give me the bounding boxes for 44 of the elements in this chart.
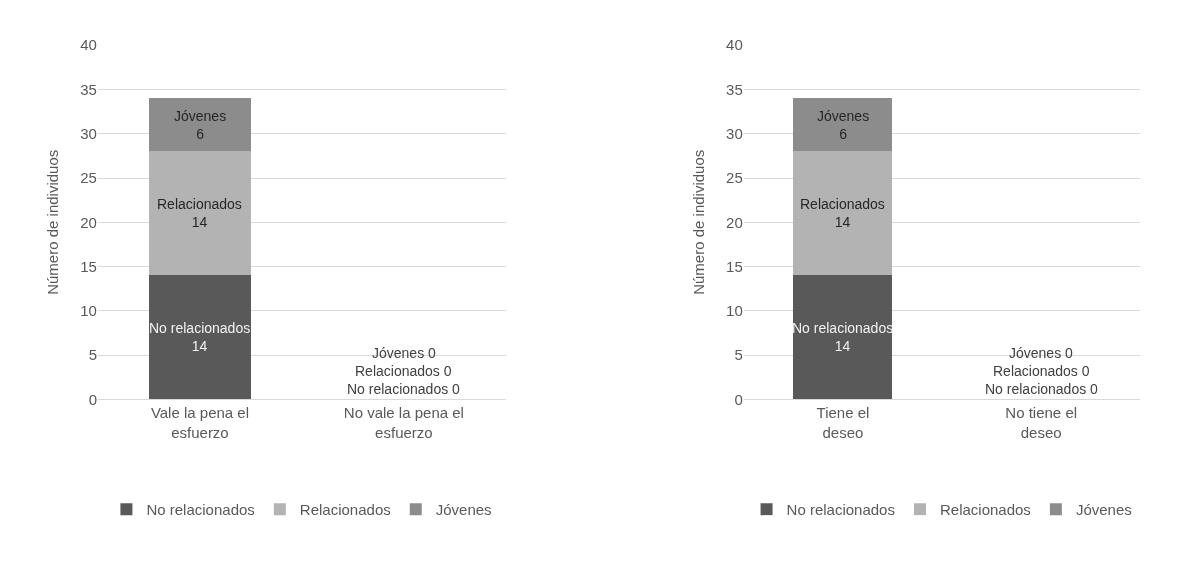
data-label: No relacionados 0 xyxy=(347,381,461,397)
x-tick-label: No vale la pena el esfuerzo xyxy=(343,404,464,441)
data-label: Jóvenes 6 xyxy=(174,108,227,143)
y-tick-label: 0 xyxy=(734,390,743,408)
data-label: No relacionados 14 xyxy=(149,320,251,355)
y-tick-label: 10 xyxy=(726,302,743,320)
y-tick-label: 20 xyxy=(726,213,743,231)
legend-label: No relacionados xyxy=(786,500,895,518)
legend-label: Relacionados xyxy=(299,500,391,518)
y-tick-label: 25 xyxy=(726,169,743,187)
y-tick-label: 25 xyxy=(80,169,97,187)
y-tick-label: 15 xyxy=(80,257,97,275)
data-label: Relacionados 0 xyxy=(355,363,452,379)
data-label: Jóvenes 6 xyxy=(817,108,870,143)
data-label: Relacionados 14 xyxy=(800,196,885,231)
x-tick-label: No tiene el deseo xyxy=(1005,404,1078,441)
y-axis-title: Número de individuos xyxy=(689,149,707,295)
data-label: Relacionados 14 xyxy=(157,196,242,231)
y-tick-label: 15 xyxy=(726,257,743,275)
y-tick-label: 5 xyxy=(734,346,743,364)
y-tick-label: 35 xyxy=(726,80,743,98)
y-tick-label: 40 xyxy=(80,36,97,54)
y-tick-label: 30 xyxy=(726,124,743,142)
data-label: Relacionados 0 xyxy=(993,363,1090,379)
data-label: No relacionados 0 xyxy=(985,381,1099,397)
legend-label: Jóvenes xyxy=(1075,500,1132,518)
x-tick-label: Tiene el deseo xyxy=(816,404,870,441)
y-tick-label: 40 xyxy=(726,36,743,54)
y-tick-label: 0 xyxy=(88,390,97,408)
x-tick-label: Vale la pena el esfuerzo xyxy=(150,404,250,441)
y-tick-label: 5 xyxy=(88,346,97,364)
y-tick-label: 10 xyxy=(80,302,97,320)
y-axis-title: Número de individuos xyxy=(43,149,61,295)
data-label: Jóvenes 0 xyxy=(372,345,437,361)
y-tick-label: 20 xyxy=(80,213,97,231)
y-tick-label: 35 xyxy=(80,80,97,98)
data-label: Jóvenes 0 xyxy=(1009,345,1074,361)
bar xyxy=(148,275,251,400)
legend-label: Jóvenes xyxy=(435,500,492,518)
y-tick-label: 30 xyxy=(80,124,97,142)
legend-label: Relacionados xyxy=(939,500,1031,518)
bar xyxy=(148,98,251,152)
legend-label: No relacionados xyxy=(146,500,255,518)
bar xyxy=(148,151,251,276)
